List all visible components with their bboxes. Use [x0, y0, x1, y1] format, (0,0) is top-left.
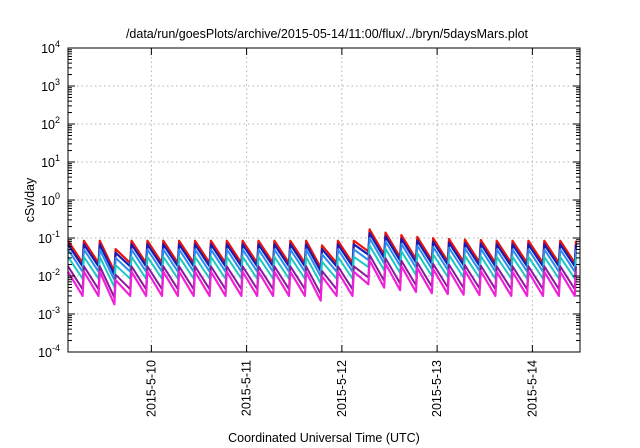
y-axis-label: cSv/day — [23, 177, 37, 222]
x-tick-label: 2015-5-11 — [240, 360, 254, 416]
series-line-5 — [67, 259, 578, 306]
y-tick-label: 10-1 — [38, 229, 60, 246]
y-tick-base: 10 — [38, 308, 52, 322]
x-tick-label: 2015-5-12 — [335, 360, 349, 417]
y-tick-label: 104 — [41, 39, 60, 56]
y-tick-base: 10 — [41, 118, 55, 132]
y-tick-exponent: 4 — [55, 39, 60, 49]
y-tick-label: 10-3 — [38, 305, 60, 322]
y-tick-base: 10 — [38, 346, 52, 360]
y-tick-exponent: -3 — [52, 305, 60, 315]
y-tick-label: 103 — [41, 77, 60, 94]
y-tick-exponent: 3 — [55, 77, 60, 87]
y-tick-exponent: -1 — [52, 229, 60, 239]
y-tick-label: 100 — [41, 191, 60, 208]
y-tick-base: 10 — [41, 194, 55, 208]
x-axis: 2015-5-10 2015-5-11 2015-5-12 2015-5-13 2015… — [144, 48, 539, 417]
y-tick-label: 101 — [41, 153, 60, 170]
y-tick-base: 10 — [38, 270, 52, 284]
y-tick-label: 10-4 — [38, 343, 60, 360]
x-tick-label: 2015-5-14 — [525, 360, 539, 417]
y-tick-label: 10-2 — [38, 267, 60, 284]
y-tick-label: 102 — [41, 115, 60, 132]
series-group — [67, 228, 578, 306]
grid — [68, 48, 580, 352]
y-tick-exponent: 1 — [55, 153, 60, 163]
y-tick-exponent: 2 — [55, 115, 60, 125]
x-tick-label: 2015-5-10 — [144, 360, 158, 417]
x-tick-label: 2015-5-13 — [430, 360, 444, 417]
chart-title: /data/run/goesPlots/archive/2015-05-14/1… — [126, 27, 529, 41]
y-tick-exponent: -4 — [52, 343, 60, 353]
x-axis-label: Coordinated Universal Time (UTC) — [228, 431, 420, 445]
y-tick-exponent: -2 — [52, 267, 60, 277]
y-tick-exponent: 0 — [55, 191, 60, 201]
y-tick-base: 10 — [38, 232, 52, 246]
y-tick-base: 10 — [41, 156, 55, 170]
y-tick-base: 10 — [41, 80, 55, 94]
y-tick-base: 10 — [41, 42, 55, 56]
